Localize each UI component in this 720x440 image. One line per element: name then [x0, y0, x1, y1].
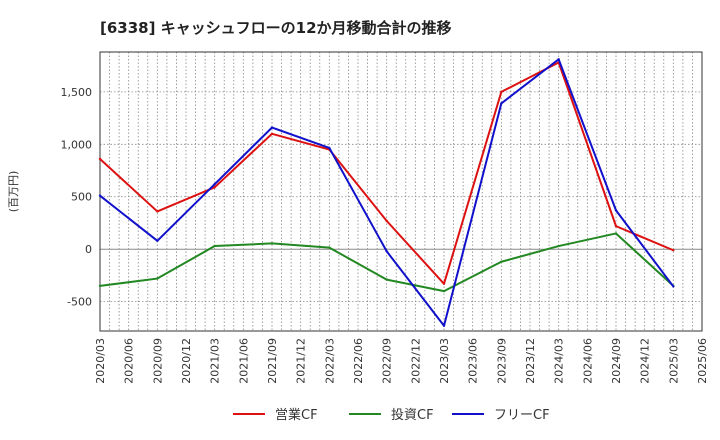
data-point	[500, 90, 503, 94]
y-tick-label: 500	[71, 191, 92, 204]
data-point	[385, 278, 388, 281]
data-point	[672, 285, 675, 288]
data-point	[270, 126, 274, 129]
data-point	[385, 250, 388, 253]
x-tick-label: 2020/09	[151, 338, 164, 384]
legend: 営業CF 投資CF フリーCF	[233, 407, 550, 423]
x-tick-label: 2022/12	[409, 338, 422, 384]
plot-background	[100, 52, 702, 331]
y-axis-label: (百万円)	[7, 171, 20, 213]
data-point	[672, 249, 675, 252]
x-tick-label: 2021/06	[237, 338, 250, 384]
data-point	[328, 246, 331, 249]
data-point	[385, 219, 388, 223]
data-point	[270, 242, 274, 245]
y-tick-label: 1,000	[61, 138, 93, 151]
data-point	[442, 282, 446, 286]
data-point	[213, 244, 216, 248]
legend-label: 投資CF	[391, 407, 434, 423]
x-tick-label: 2020/12	[180, 338, 193, 384]
x-tick-label: 2021/12	[295, 338, 308, 384]
data-point	[156, 239, 159, 242]
chart-title: [6338] キャッシュフローの12か月移動合計の推移	[100, 19, 452, 37]
data-point	[213, 182, 216, 186]
y-axis-label-group: (百万円)	[7, 171, 20, 213]
x-tick-label: 2023/09	[495, 338, 508, 384]
x-tick-label: 2022/09	[381, 338, 394, 384]
x-tick-label: 2024/12	[639, 338, 652, 384]
x-tick-label: 2025/03	[667, 338, 680, 384]
x-tick-label: 2024/09	[610, 338, 623, 384]
data-point	[500, 260, 503, 263]
x-tick-label: 2020/06	[123, 338, 136, 384]
x-tick-label: 2021/09	[266, 338, 279, 384]
data-point	[156, 277, 159, 280]
data-point	[270, 132, 274, 136]
data-point	[614, 209, 618, 212]
data-point	[98, 284, 102, 288]
x-tick-label: 2025/06	[696, 338, 709, 384]
data-point	[500, 102, 503, 105]
data-point	[442, 289, 446, 293]
x-tick-label: 2020/03	[94, 338, 107, 384]
legend-label: 営業CF	[275, 407, 318, 423]
data-point	[98, 157, 102, 161]
x-tick-label: 2023/12	[524, 338, 537, 384]
y-tick-label: -500	[67, 296, 92, 309]
x-tick-label: 2024/06	[581, 338, 594, 384]
data-point	[328, 146, 331, 150]
data-point	[614, 232, 618, 235]
x-tick-label: 2022/06	[352, 338, 365, 384]
x-tick-label: 2023/03	[438, 338, 451, 384]
x-tick-label: 2022/03	[323, 338, 336, 384]
data-point	[156, 210, 159, 213]
y-tick-label: 0	[85, 243, 92, 256]
legend-label: フリーCF	[494, 408, 550, 423]
x-tick-label: 2023/06	[467, 338, 480, 384]
x-tick-label: 2021/03	[209, 338, 222, 384]
plot-frame	[99, 51, 703, 332]
data-point	[557, 58, 560, 61]
data-point	[557, 244, 560, 248]
y-tick-label: 1,500	[61, 86, 93, 99]
plot-area: -500 0 500 1,000 1,500 2020/03 2020/06 2020/09 2…	[61, 51, 709, 384]
data-point	[98, 194, 102, 197]
data-point	[442, 324, 446, 327]
data-point	[213, 186, 216, 189]
data-point	[614, 224, 618, 228]
x-tick-label: 2024/03	[553, 338, 566, 384]
